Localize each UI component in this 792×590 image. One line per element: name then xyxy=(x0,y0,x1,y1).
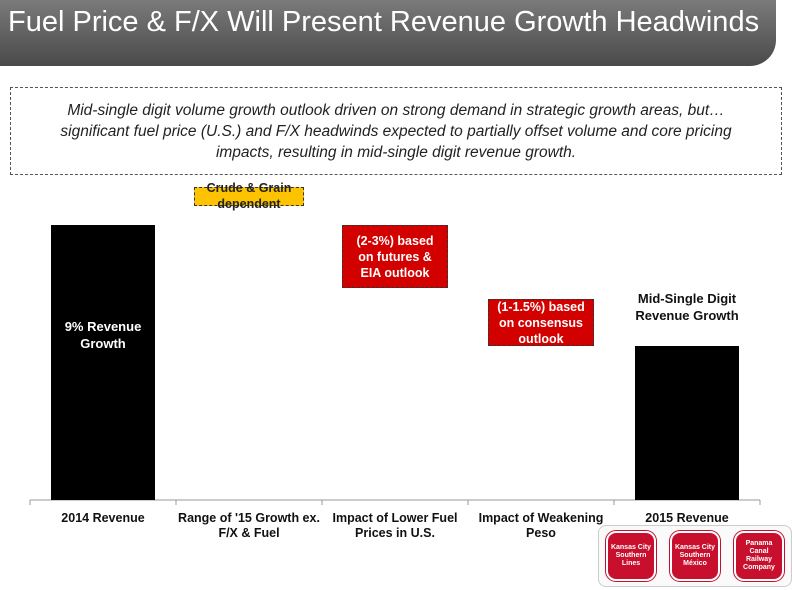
page-title: Fuel Price & F/X Will Present Revenue Gr… xyxy=(8,6,760,38)
kcs-mexico-logo: Kansas City Southern México xyxy=(670,531,720,581)
x-tick-label: Range of '15 Growth ex. F/X & Fuel xyxy=(178,511,320,540)
summary-box: Mid-single digit volume growth outlook d… xyxy=(10,87,782,175)
panama-canal-railway-logo: Panama Canal Railway Company xyxy=(734,531,784,581)
bar-above-label: Mid-Single Digit Revenue Growth xyxy=(635,291,739,323)
total-bar-5 xyxy=(635,346,739,500)
callout-box-4: (1-1.5%) based on consensus outlook xyxy=(488,299,594,346)
x-tick-label: 2015 Revenue xyxy=(645,511,729,525)
x-tick-label: Impact of Weakening Peso xyxy=(478,511,604,540)
bar-inner-label: 9% Revenue Growth xyxy=(64,318,142,351)
total-bar-1 xyxy=(51,225,155,500)
x-tick-label: 2014 Revenue xyxy=(61,511,145,525)
callout-box-2: Crude & Grain dependent xyxy=(194,181,304,211)
kcs-lines-logo: Kansas City Southern Lines xyxy=(606,531,656,581)
x-tick-label: Impact of Lower Fuel Prices in U.S. xyxy=(332,511,458,540)
callout-box-3: (2-3%) based on futures & EIA outlook xyxy=(342,225,448,289)
title-bar: Fuel Price & F/X Will Present Revenue Gr… xyxy=(0,0,776,66)
company-logos: Kansas City Southern Lines Kansas City S… xyxy=(598,525,792,587)
